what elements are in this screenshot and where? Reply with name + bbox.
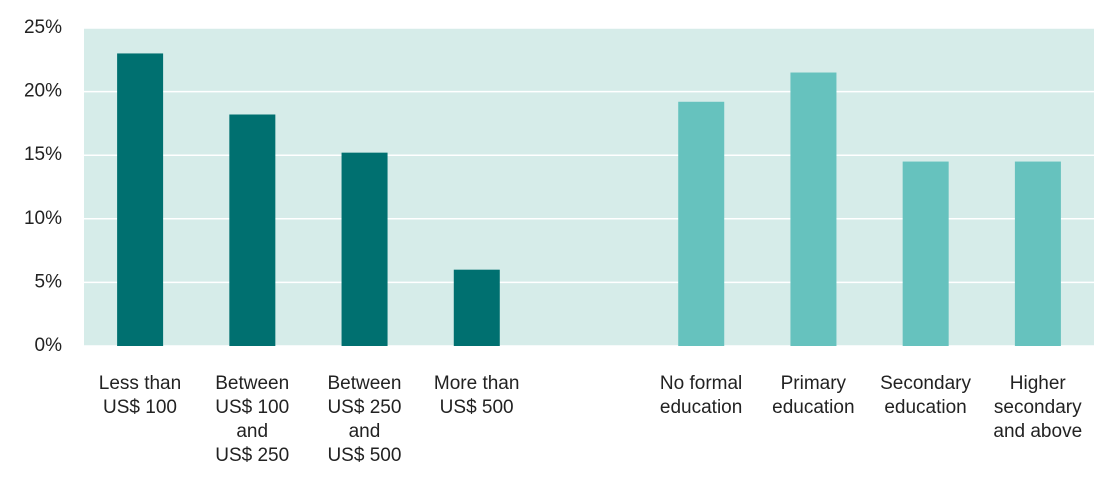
- y-tick-label: 5%: [35, 271, 63, 292]
- bar: [229, 114, 276, 346]
- bar: [453, 269, 500, 346]
- x-tick-label: More than US$ 500: [433, 373, 520, 418]
- x-tick-label: No formal education: [659, 373, 743, 418]
- bar: [117, 53, 164, 346]
- bar: [341, 152, 388, 346]
- y-tick-label: 10%: [24, 208, 62, 229]
- bar: [902, 161, 949, 346]
- y-tick-label: 0%: [35, 335, 63, 356]
- x-tick-label: Less than US$ 100: [98, 373, 182, 418]
- y-tick-label: 20%: [24, 81, 62, 102]
- x-tick-label: Primary education: [772, 373, 855, 418]
- x-tick-label: Between US$ 250 and US$ 500: [327, 373, 402, 466]
- x-tick-label: Between US$ 100 and US$ 250: [215, 373, 290, 466]
- bar: [1014, 161, 1061, 346]
- y-tick-label: 15%: [24, 144, 62, 165]
- bar: [790, 72, 837, 347]
- x-tick-label: Higher secondary and above: [993, 373, 1083, 442]
- chart: 0% 5% 10% 15% 20% 25%: [24, 17, 1094, 356]
- x-tick-label: Secondary education: [880, 373, 971, 418]
- bar: [678, 101, 725, 346]
- y-tick-label: 25%: [24, 17, 62, 38]
